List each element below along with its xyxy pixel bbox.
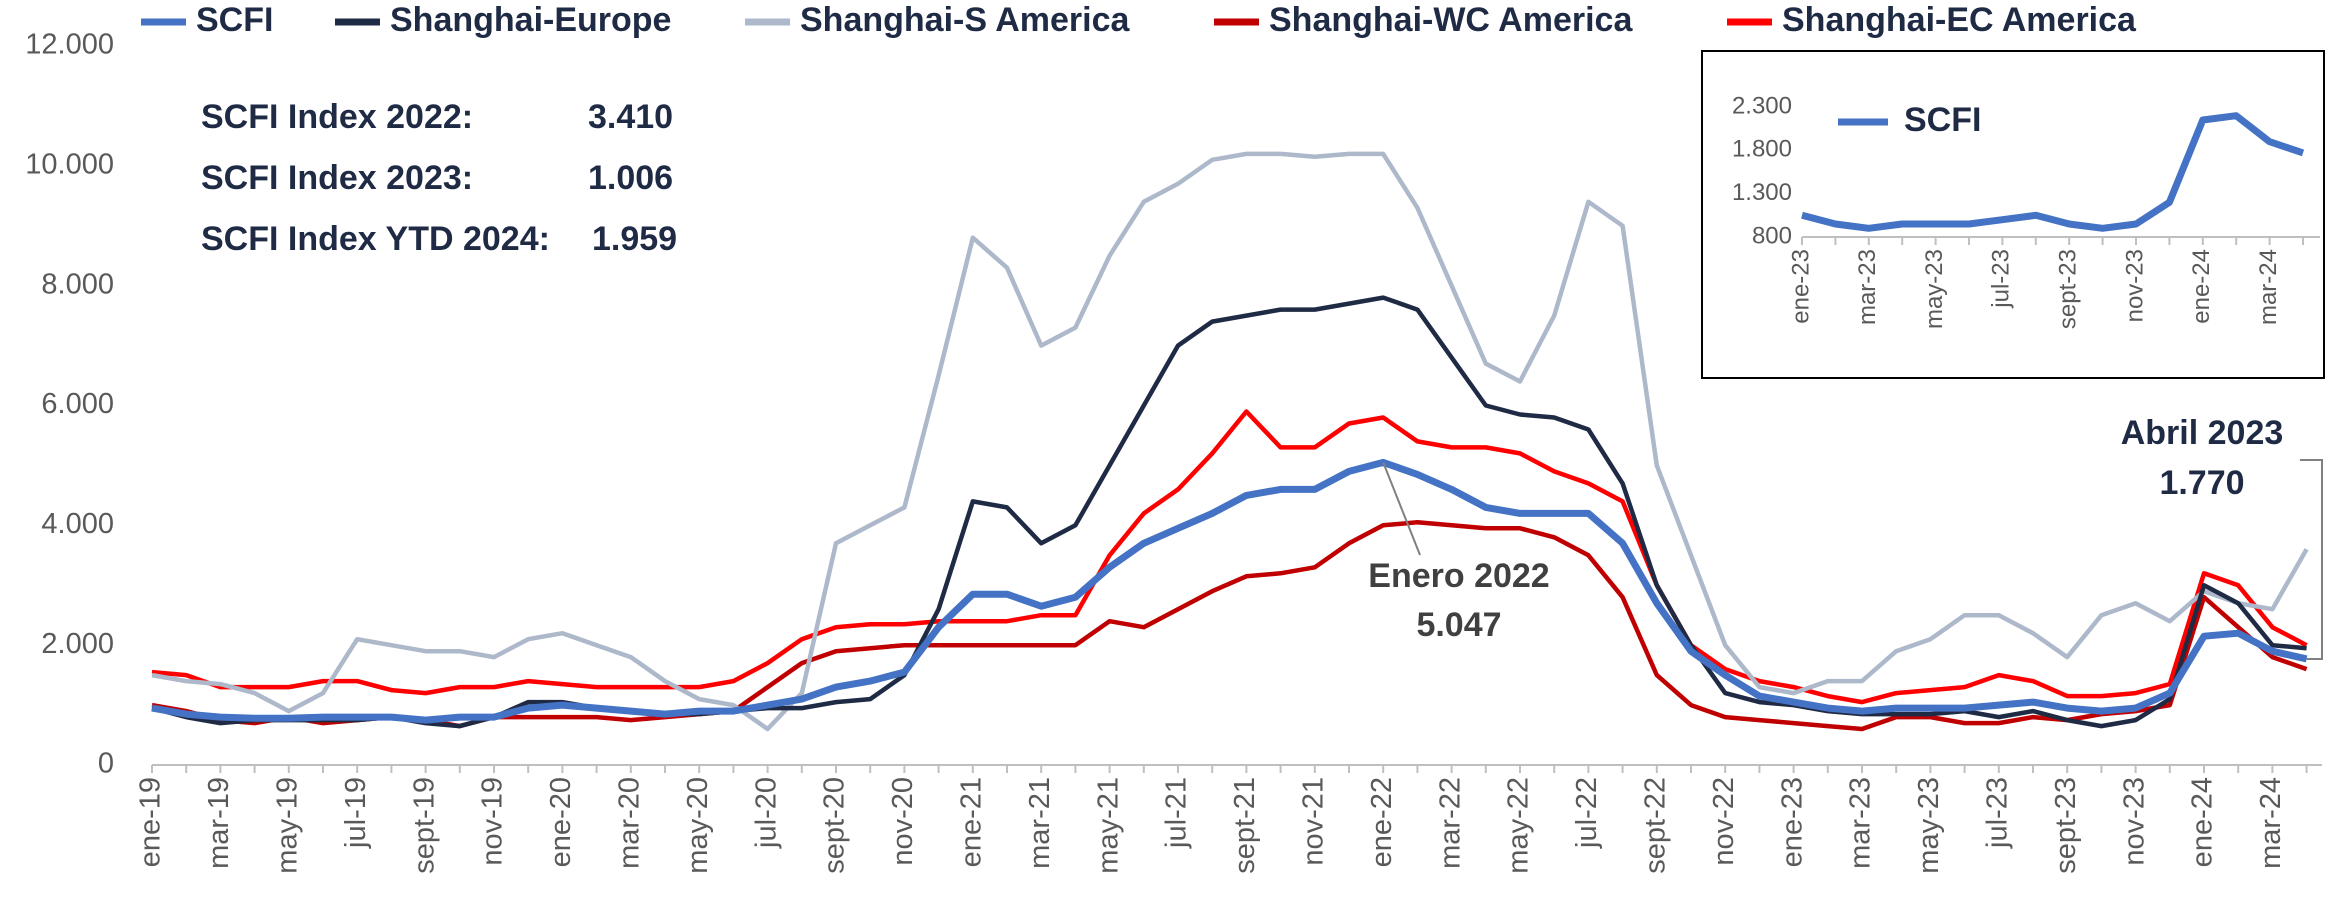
annotation: 5.047 (1416, 606, 1501, 644)
legend-label: SCFI (1904, 101, 1981, 139)
x-tick-label: jul-21 (1161, 777, 1193, 849)
x-tick-label: ene-20 (545, 777, 577, 867)
x-tick-label: mar-21 (1024, 777, 1056, 869)
y-tick-label: 6.000 (41, 388, 114, 420)
stat-value: 1.006 (588, 159, 673, 197)
y-tick-label: 0 (98, 748, 114, 780)
stat-name: SCFI Index YTD 2024: (201, 220, 550, 258)
x-tick-label: ene-23 (1787, 249, 1814, 324)
annotation: Abril 2023 (2121, 414, 2284, 452)
y-tick-label: 1.800 (1732, 136, 1792, 163)
x-tick-label: ene-24 (2187, 777, 2219, 867)
x-tick-label: jul-20 (750, 777, 782, 849)
x-tick-label: may-23 (1921, 249, 1948, 329)
legend-label: Shanghai-WC America (1269, 1, 1633, 39)
x-tick-label: jul-23 (1988, 249, 2015, 309)
x-tick-label: jul-23 (1981, 777, 2013, 849)
x-tick-label: may-22 (1503, 777, 1535, 874)
x-tick-label: nov-21 (1297, 777, 1329, 866)
x-tick-label: mar-23 (1854, 249, 1881, 325)
stat-value: 1.959 (592, 220, 677, 258)
x-tick-label: jul-22 (1571, 777, 1603, 849)
x-tick-label: mar-19 (203, 777, 235, 869)
x-tick-label: sept-22 (1639, 777, 1671, 874)
y-tick-label: 2.300 (1732, 92, 1792, 119)
y-tick-label: 4.000 (41, 508, 114, 540)
stat-value: 3.410 (588, 98, 673, 136)
x-tick-label: may-20 (682, 777, 714, 874)
x-tick-label: mar-24 (2255, 249, 2282, 325)
stat-name: SCFI Index 2023: (201, 159, 473, 197)
x-tick-label: ene-24 (2188, 249, 2215, 324)
x-tick-label: nov-22 (1708, 777, 1740, 866)
x-tick-label: nov-19 (477, 777, 509, 866)
annotation: 1.770 (2159, 464, 2244, 502)
x-tick-label: mar-23 (1845, 777, 1877, 869)
y-tick-label: 12.000 (25, 29, 114, 61)
inset-frame (1701, 50, 2325, 379)
legend-label: Shanghai-S America (800, 1, 1130, 39)
x-tick-label: mar-22 (1434, 777, 1466, 869)
y-tick-label: 10.000 (25, 148, 114, 180)
legend-label: SCFI (196, 1, 273, 39)
series-line (151, 520, 2308, 732)
x-tick-label: sept-21 (1229, 777, 1261, 874)
legend-label: Shanghai-Europe (390, 1, 671, 39)
annotation: Enero 2022 (1368, 557, 1549, 595)
x-tick-label: sept-23 (2055, 249, 2082, 329)
stat-name: SCFI Index 2022: (201, 98, 473, 136)
x-tick-label: nov-23 (2118, 777, 2150, 866)
series-line (1801, 112, 2305, 232)
x-tick-label: sept-23 (2050, 777, 2082, 874)
x-tick-label: ene-19 (135, 777, 167, 867)
y-tick-label: 2.000 (41, 628, 114, 660)
legend-label: Shanghai-EC America (1782, 1, 2137, 39)
x-tick-label: sept-19 (408, 777, 440, 874)
x-tick-label: nov-23 (2121, 249, 2148, 322)
series-line (151, 458, 2308, 724)
x-tick-label: ene-21 (955, 777, 987, 867)
series-line (151, 409, 2308, 705)
x-tick-label: jul-19 (340, 777, 372, 849)
x-tick-label: sept-20 (819, 777, 851, 874)
y-tick-label: 1.300 (1732, 179, 1792, 206)
x-tick-label: nov-20 (887, 777, 919, 866)
x-tick-label: may-19 (271, 777, 303, 874)
x-tick-label: ene-23 (1776, 777, 1808, 867)
leader-line (1382, 462, 1421, 556)
x-tick-label: mar-24 (2255, 777, 2287, 869)
y-tick-label: 8.000 (41, 268, 114, 300)
x-tick-label: may-21 (1092, 777, 1124, 874)
x-tick-label: mar-20 (613, 777, 645, 869)
x-tick-label: may-23 (1913, 777, 1945, 874)
x-tick-label: ene-22 (1366, 777, 1398, 867)
series-line (151, 151, 2309, 732)
leader-line (2300, 459, 2323, 660)
y-tick-label: 800 (1752, 222, 1792, 249)
